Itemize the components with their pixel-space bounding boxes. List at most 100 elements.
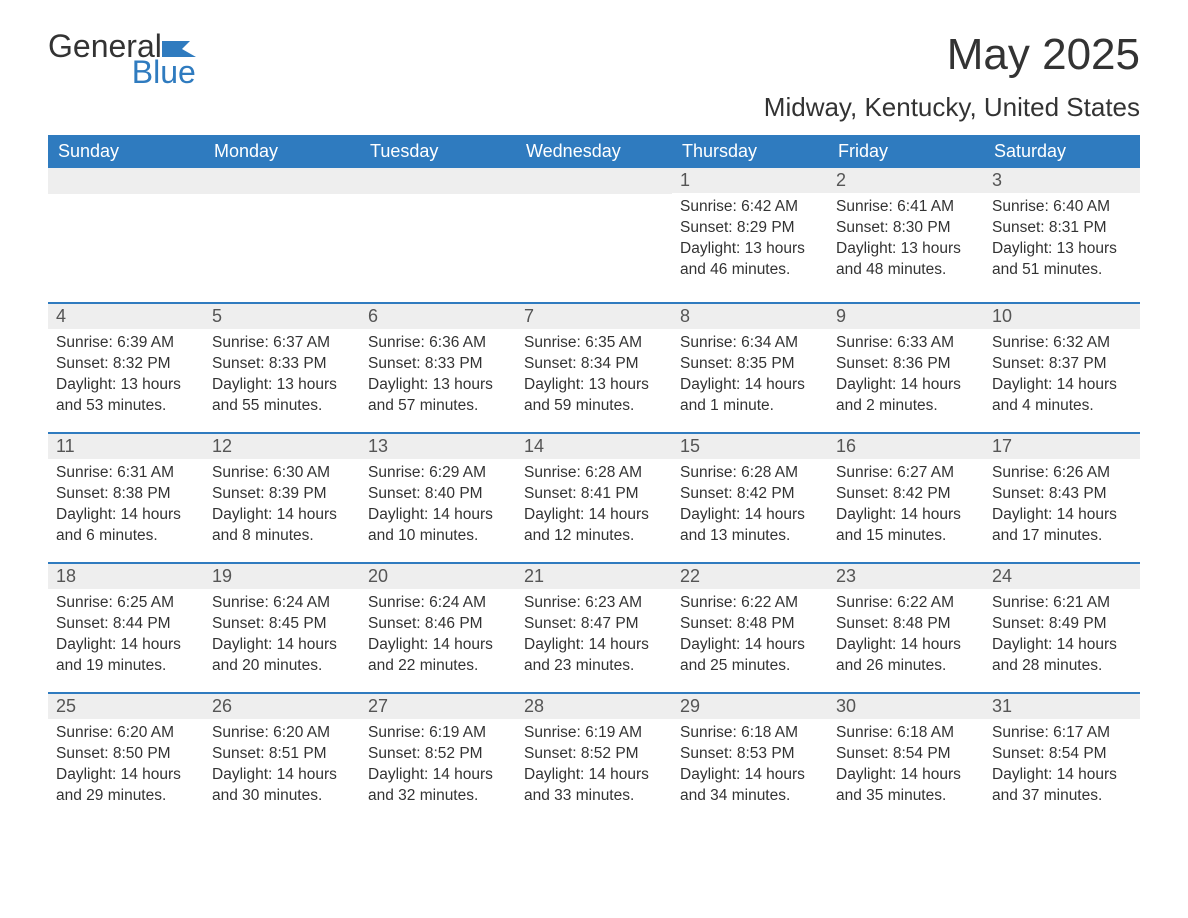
sunrise-text: Sunrise: 6:26 AM: [992, 463, 1132, 484]
day-number: 11: [48, 432, 204, 459]
day-body: Sunrise: 6:24 AMSunset: 8:45 PMDaylight:…: [204, 589, 360, 685]
day-body: Sunrise: 6:18 AMSunset: 8:53 PMDaylight:…: [672, 719, 828, 815]
day-body: Sunrise: 6:26 AMSunset: 8:43 PMDaylight:…: [984, 459, 1140, 555]
day-body: Sunrise: 6:17 AMSunset: 8:54 PMDaylight:…: [984, 719, 1140, 815]
daylight-text: Daylight: 14 hours and 35 minutes.: [836, 765, 976, 807]
daylight-text: Daylight: 13 hours and 53 minutes.: [56, 375, 196, 417]
calendar-cell: 4 Sunrise: 6:39 AMSunset: 8:32 PMDaylight…: [48, 302, 204, 432]
header-saturday: Saturday: [984, 135, 1140, 168]
day-number: 4: [48, 302, 204, 329]
day-body: Sunrise: 6:31 AMSunset: 8:38 PMDaylight:…: [48, 459, 204, 555]
calendar-cell: 1Sunrise: 6:42 AMSunset: 8:29 PMDaylight…: [672, 168, 828, 302]
day-number: 28: [516, 692, 672, 719]
calendar-cell: 30Sunrise: 6:18 AMSunset: 8:54 PMDayligh…: [828, 692, 984, 822]
sunrise-text: Sunrise: 6:41 AM: [836, 197, 976, 218]
sunset-text: Sunset: 8:40 PM: [368, 484, 508, 505]
calendar-cell: 20Sunrise: 6:24 AMSunset: 8:46 PMDayligh…: [360, 562, 516, 692]
day-body: Sunrise: 6:21 AMSunset: 8:49 PMDaylight:…: [984, 589, 1140, 685]
daylight-text: Daylight: 14 hours and 28 minutes.: [992, 635, 1132, 677]
sunset-text: Sunset: 8:52 PM: [368, 744, 508, 765]
sunrise-text: Sunrise: 6:25 AM: [56, 593, 196, 614]
day-body: Sunrise: 6:34 AMSunset: 8:35 PMDaylight:…: [672, 329, 828, 425]
day-number: 22: [672, 562, 828, 589]
day-body: Sunrise: 6:22 AMSunset: 8:48 PMDaylight:…: [828, 589, 984, 685]
sunset-text: Sunset: 8:30 PM: [836, 218, 976, 239]
calendar-cell: 23Sunrise: 6:22 AMSunset: 8:48 PMDayligh…: [828, 562, 984, 692]
sunset-text: Sunset: 8:50 PM: [56, 744, 196, 765]
day-body: Sunrise: 6:22 AMSunset: 8:48 PMDaylight:…: [672, 589, 828, 685]
day-body: Sunrise: 6:33 AMSunset: 8:36 PMDaylight:…: [828, 329, 984, 425]
day-body: Sunrise: 6:37 AMSunset: 8:33 PMDaylight:…: [204, 329, 360, 425]
sunrise-text: Sunrise: 6:29 AM: [368, 463, 508, 484]
daylight-text: Daylight: 14 hours and 29 minutes.: [56, 765, 196, 807]
sunset-text: Sunset: 8:31 PM: [992, 218, 1132, 239]
sunrise-text: Sunrise: 6:39 AM: [56, 333, 196, 354]
day-number: 17: [984, 432, 1140, 459]
calendar-cell: 31Sunrise: 6:17 AMSunset: 8:54 PMDayligh…: [984, 692, 1140, 822]
sunset-text: Sunset: 8:41 PM: [524, 484, 664, 505]
sunset-text: Sunset: 8:49 PM: [992, 614, 1132, 635]
sunset-text: Sunset: 8:42 PM: [680, 484, 820, 505]
sunset-text: Sunset: 8:46 PM: [368, 614, 508, 635]
day-body: Sunrise: 6:20 AMSunset: 8:50 PMDaylight:…: [48, 719, 204, 815]
day-number: 8: [672, 302, 828, 329]
daylight-text: Daylight: 13 hours and 59 minutes.: [524, 375, 664, 417]
calendar-cell: 2Sunrise: 6:41 AMSunset: 8:30 PMDaylight…: [828, 168, 984, 302]
day-number: 29: [672, 692, 828, 719]
sunrise-text: Sunrise: 6:17 AM: [992, 723, 1132, 744]
daylight-text: Daylight: 13 hours and 48 minutes.: [836, 239, 976, 281]
calendar-cell: 8Sunrise: 6:34 AMSunset: 8:35 PMDaylight…: [672, 302, 828, 432]
sunrise-text: Sunrise: 6:24 AM: [212, 593, 352, 614]
daylight-text: Daylight: 13 hours and 51 minutes.: [992, 239, 1132, 281]
sunrise-text: Sunrise: 6:23 AM: [524, 593, 664, 614]
daylight-text: Daylight: 14 hours and 13 minutes.: [680, 505, 820, 547]
calendar-cell: 3Sunrise: 6:40 AMSunset: 8:31 PMDaylight…: [984, 168, 1140, 302]
logo-text-accent: Blue: [132, 54, 196, 90]
day-number: 21: [516, 562, 672, 589]
sunset-text: Sunset: 8:37 PM: [992, 354, 1132, 375]
sunrise-text: Sunrise: 6:31 AM: [56, 463, 196, 484]
day-number: 9: [828, 302, 984, 329]
day-number: 15: [672, 432, 828, 459]
day-body: Sunrise: 6:19 AMSunset: 8:52 PMDaylight:…: [516, 719, 672, 815]
sunset-text: Sunset: 8:39 PM: [212, 484, 352, 505]
daylight-text: Daylight: 14 hours and 30 minutes.: [212, 765, 352, 807]
calendar-cell: [204, 168, 360, 302]
day-body: Sunrise: 6:36 AMSunset: 8:33 PMDaylight:…: [360, 329, 516, 425]
sunset-text: Sunset: 8:33 PM: [368, 354, 508, 375]
daylight-text: Daylight: 14 hours and 25 minutes.: [680, 635, 820, 677]
header-tuesday: Tuesday: [360, 135, 516, 168]
title-block: May 2025 Midway, Kentucky, United States: [764, 30, 1140, 131]
sunset-text: Sunset: 8:44 PM: [56, 614, 196, 635]
calendar-cell: 12Sunrise: 6:30 AMSunset: 8:39 PMDayligh…: [204, 432, 360, 562]
sunrise-text: Sunrise: 6:42 AM: [680, 197, 820, 218]
calendar-cell: 13Sunrise: 6:29 AMSunset: 8:40 PMDayligh…: [360, 432, 516, 562]
calendar-cell: 15 Sunrise: 6:28 AMSunset: 8:42 PMDayligh…: [672, 432, 828, 562]
sunrise-text: Sunrise: 6:30 AM: [212, 463, 352, 484]
day-body: Sunrise: 6:28 AMSunset: 8:41 PMDaylight:…: [516, 459, 672, 555]
day-number: 14: [516, 432, 672, 459]
sunset-text: Sunset: 8:29 PM: [680, 218, 820, 239]
daylight-text: Daylight: 14 hours and 37 minutes.: [992, 765, 1132, 807]
day-number: 13: [360, 432, 516, 459]
calendar-cell: 7Sunrise: 6:35 AMSunset: 8:34 PMDaylight…: [516, 302, 672, 432]
calendar-cell: 27Sunrise: 6:19 AMSunset: 8:52 PMDayligh…: [360, 692, 516, 822]
calendar-cell: 26Sunrise: 6:20 AMSunset: 8:51 PMDayligh…: [204, 692, 360, 822]
sunrise-text: Sunrise: 6:28 AM: [680, 463, 820, 484]
day-number: 26: [204, 692, 360, 719]
day-number: 27: [360, 692, 516, 719]
day-number: 30: [828, 692, 984, 719]
calendar-cell: 6Sunrise: 6:36 AMSunset: 8:33 PMDaylight…: [360, 302, 516, 432]
calendar-cell: 11Sunrise: 6:31 AMSunset: 8:38 PMDayligh…: [48, 432, 204, 562]
calendar-cell: 21Sunrise: 6:23 AMSunset: 8:47 PMDayligh…: [516, 562, 672, 692]
day-number: 10: [984, 302, 1140, 329]
day-header-row: Sunday Monday Tuesday Wednesday Thursday…: [48, 135, 1140, 168]
daylight-text: Daylight: 14 hours and 34 minutes.: [680, 765, 820, 807]
day-body: Sunrise: 6:25 AMSunset: 8:44 PMDaylight:…: [48, 589, 204, 685]
sunset-text: Sunset: 8:32 PM: [56, 354, 196, 375]
day-number: 23: [828, 562, 984, 589]
logo: General Blue: [48, 30, 196, 88]
day-number: 6: [360, 302, 516, 329]
sunrise-text: Sunrise: 6:22 AM: [680, 593, 820, 614]
calendar-cell: 9Sunrise: 6:33 AMSunset: 8:36 PMDaylight…: [828, 302, 984, 432]
